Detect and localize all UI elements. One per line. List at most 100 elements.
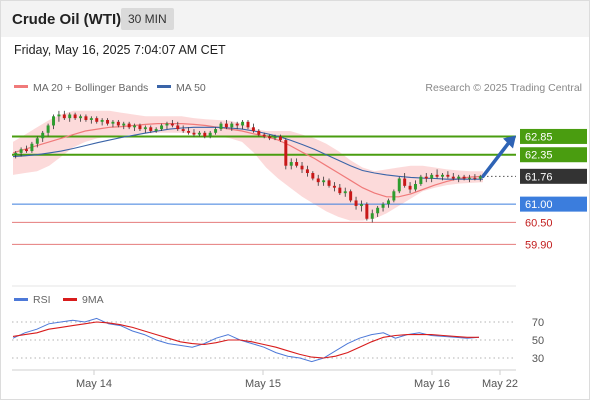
level-tag-label: 62.35 [525, 150, 553, 162]
candle [468, 174, 471, 183]
candle-body [273, 136, 277, 139]
candle-body [403, 178, 407, 186]
candle-body [381, 204, 385, 208]
candle [192, 129, 196, 137]
x-axis: May 14 May 15 May 16 May 22 [76, 370, 518, 390]
candle-body [181, 129, 185, 131]
candle [343, 187, 347, 197]
candle [176, 121, 180, 131]
candle [41, 130, 45, 142]
candle-body [165, 123, 169, 126]
candle [68, 112, 72, 122]
candle [316, 174, 320, 186]
candle [424, 173, 428, 183]
candle [397, 176, 401, 194]
candle [251, 123, 255, 133]
candle [446, 171, 450, 179]
candle [284, 138, 288, 170]
candle-body [116, 121, 120, 126]
candle [219, 121, 223, 131]
level-tag-62.35: 62.35 [520, 147, 587, 163]
candle-body [73, 114, 77, 119]
candle-body [284, 140, 288, 166]
candle-body [100, 119, 104, 122]
candle-body [127, 123, 131, 128]
candle-body [386, 200, 390, 205]
candle-body [268, 136, 272, 139]
candle-body [419, 176, 423, 184]
candle-body [235, 123, 239, 126]
candle-body [289, 162, 293, 166]
candle [257, 129, 261, 137]
candle [392, 189, 396, 203]
candle-body [257, 130, 261, 135]
level-tag-label: 61.76 [525, 171, 553, 183]
interval-button[interactable]: 30 MIN [121, 8, 174, 30]
candle [170, 119, 174, 128]
candle [322, 176, 326, 186]
ma20-legend-label: MA 20 + Bollinger Bands [33, 82, 148, 94]
candle-body [192, 132, 196, 135]
candle-body [354, 200, 358, 206]
candle [332, 182, 336, 192]
candle [273, 134, 277, 141]
candle [327, 178, 331, 188]
instrument-title: Crude Oil (WTI) [12, 11, 122, 28]
bollinger-band [13, 110, 483, 221]
candle [430, 173, 434, 183]
candle [122, 121, 126, 130]
candle-body [322, 180, 326, 183]
candle [386, 198, 390, 208]
candle [478, 174, 482, 182]
candle [338, 184, 342, 195]
x-tick-label: May 14 [76, 378, 112, 390]
candle [278, 134, 282, 142]
level-tag-61.00: 61.00 [520, 196, 587, 212]
candle-body [176, 125, 180, 130]
candle [138, 123, 142, 131]
candle [311, 171, 315, 181]
level-tag-62.85: 62.85 [520, 128, 587, 144]
candle-body [349, 191, 353, 201]
candle [95, 116, 99, 124]
candle [230, 121, 234, 131]
candle [408, 182, 412, 194]
candle-body [149, 127, 153, 131]
candle [365, 202, 369, 221]
candle-body [95, 118, 99, 122]
candle-body [370, 213, 374, 219]
candle-body [160, 125, 164, 130]
candle [30, 141, 34, 153]
candle-body [305, 169, 309, 174]
rsi-tick-70: 70 [532, 317, 544, 329]
candle-body [208, 132, 212, 137]
candle [84, 114, 88, 122]
candle [246, 119, 250, 130]
candle [35, 136, 39, 148]
candle [262, 132, 266, 139]
candle-body [143, 127, 147, 130]
candle-body [46, 125, 50, 133]
candle-body [19, 149, 23, 153]
candle [451, 173, 455, 181]
candle-body [462, 176, 466, 179]
candle-body [187, 130, 191, 133]
candle-body [111, 121, 115, 124]
candle [46, 123, 50, 137]
candle [197, 130, 201, 137]
candle [133, 123, 137, 131]
candle-body [413, 184, 417, 190]
candle-body [424, 176, 428, 179]
candle-body [224, 123, 228, 128]
candle [111, 119, 115, 128]
candle [160, 123, 164, 131]
candle [106, 118, 110, 126]
candle-body [214, 129, 218, 133]
rsi-ma-legend-swatch [63, 298, 77, 301]
candle [419, 174, 423, 186]
ma50-legend-swatch [157, 85, 171, 88]
candle-body [365, 204, 369, 219]
candle-body [338, 187, 342, 194]
candle [149, 125, 153, 133]
